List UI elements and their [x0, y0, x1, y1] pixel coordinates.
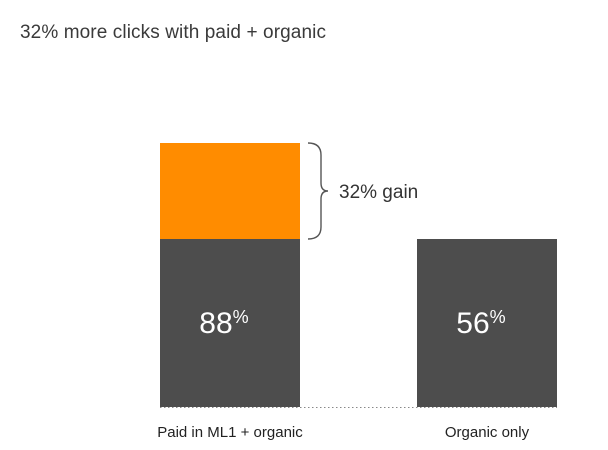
- gain-annotation: 32% gain: [307, 142, 418, 240]
- category-label-2: Organic only: [445, 424, 530, 441]
- labels-layer: Paid in ML1 + organic 88% Organic only 56%: [157, 307, 529, 441]
- bars-layer: [160, 143, 557, 407]
- value-label-2: 56%: [456, 307, 505, 340]
- bar-1-segment-1: [160, 239, 300, 407]
- bar-1-segment-2: [160, 143, 300, 239]
- chart-title: 32% more clicks with paid + organic: [20, 22, 327, 43]
- gain-annotation-label: 32% gain: [339, 182, 418, 203]
- gain-brace: [307, 142, 329, 240]
- value-label-1: 88%: [199, 307, 248, 340]
- category-label-1: Paid in ML1 + organic: [157, 424, 303, 441]
- bar-2-segment-1: [417, 239, 557, 407]
